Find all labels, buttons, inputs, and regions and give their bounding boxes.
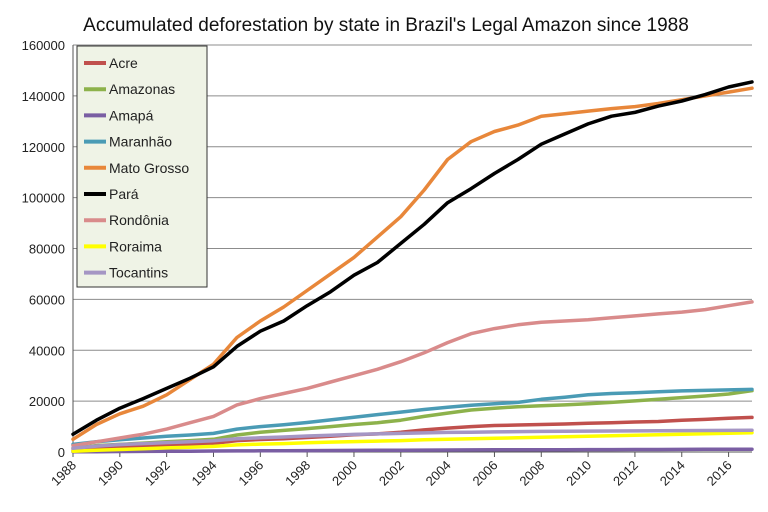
x-tick-label: 2016 bbox=[704, 458, 735, 489]
legend-label: Rondônia bbox=[109, 212, 169, 228]
legend-label: Tocantins bbox=[109, 265, 168, 281]
y-tick-label: 100000 bbox=[22, 191, 65, 206]
series-line-4 bbox=[71, 387, 754, 447]
y-tick-label: 80000 bbox=[29, 242, 65, 257]
series-line-3 bbox=[71, 447, 754, 454]
legend-label: Pará bbox=[109, 186, 139, 202]
y-tick-label: 140000 bbox=[22, 89, 65, 104]
x-tick-label: 1990 bbox=[95, 458, 126, 489]
series-line-9 bbox=[71, 428, 754, 450]
y-tick-label: 120000 bbox=[22, 140, 65, 155]
x-tick-label: 1996 bbox=[235, 458, 266, 489]
legend: Acre Amazonas Amapá Maranhão Mato Grosso Pará… bbox=[76, 45, 208, 288]
series-lines bbox=[71, 80, 754, 454]
legend-label: Amazonas bbox=[109, 81, 175, 97]
series-line-5 bbox=[71, 86, 754, 442]
y-tick-label: 0 bbox=[58, 445, 65, 460]
x-axis-ticks: 1988 1990 1992 1994 1996 1998 2000 2002 2004 2006… bbox=[48, 452, 735, 489]
x-tick-label: 2000 bbox=[329, 458, 360, 489]
legend-label: Amapá bbox=[109, 107, 154, 123]
y-tick-label: 40000 bbox=[29, 343, 65, 358]
y-axis-ticks: 0 20000 40000 60000 80000 100000 120000 140000 1… bbox=[22, 38, 65, 460]
x-tick-label: 1994 bbox=[189, 458, 220, 489]
series-line-8 bbox=[71, 430, 754, 453]
legend-label: Mato Grosso bbox=[109, 160, 189, 176]
x-tick-label: 2006 bbox=[470, 458, 501, 489]
x-tick-label: 2004 bbox=[423, 458, 454, 489]
chart-title: Accumulated deforestation by state in Br… bbox=[83, 15, 689, 36]
x-tick-label: 2008 bbox=[516, 458, 547, 489]
legend-label: Roraima bbox=[109, 238, 162, 254]
x-tick-label: 2002 bbox=[376, 458, 407, 489]
legend-label: Acre bbox=[109, 55, 138, 71]
y-tick-label: 20000 bbox=[29, 394, 65, 409]
x-tick-label: 2010 bbox=[563, 458, 594, 489]
series-line-7 bbox=[71, 300, 754, 448]
x-tick-label: 1988 bbox=[48, 458, 79, 489]
series-line-6 bbox=[71, 80, 754, 436]
x-tick-label: 2014 bbox=[657, 458, 688, 489]
x-tick-label: 1998 bbox=[282, 458, 313, 489]
x-tick-label: 1992 bbox=[142, 458, 173, 489]
y-tick-label: 60000 bbox=[29, 292, 65, 307]
x-tick-label: 2012 bbox=[610, 458, 641, 489]
series-line-1 bbox=[71, 415, 754, 453]
y-tick-label: 160000 bbox=[22, 38, 65, 53]
legend-label: Maranhão bbox=[109, 134, 172, 150]
